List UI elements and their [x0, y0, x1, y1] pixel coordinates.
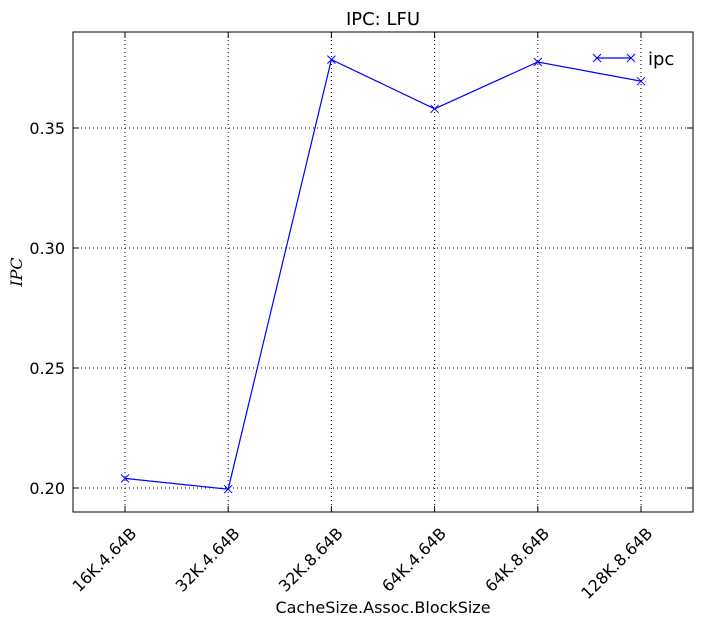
legend: ipc: [593, 49, 674, 70]
x-tick-label: 16K.4.64B: [69, 524, 141, 596]
x-tick-label: 32K.8.64B: [275, 524, 347, 596]
plot-area-frame: [73, 32, 693, 512]
x-tick-label: 64K.8.64B: [481, 524, 553, 596]
axis-ticks: 16K.4.64B 32K.4.64B 32K.8.64B 64K.4.64B 64K.…: [29, 32, 693, 603]
x-axis-label: CacheSize.Assoc.BlockSize: [275, 598, 490, 617]
x-tick-label: 128K.8.64B: [577, 524, 656, 603]
grid-lines: [73, 32, 693, 512]
axes: [73, 32, 693, 512]
y-tick-label: 0.35: [29, 119, 65, 138]
series-ipc: [121, 56, 645, 494]
x-tick-label: 32K.4.64B: [172, 524, 244, 596]
series-line-ipc: [125, 60, 641, 490]
legend-label: ipc: [648, 49, 674, 70]
y-axis-label: IPC: [7, 257, 26, 287]
chart-title: IPC: LFU: [346, 9, 420, 30]
x-tick-label: 64K.4.64B: [378, 524, 450, 596]
y-tick-label: 0.30: [29, 239, 65, 258]
y-tick-label: 0.25: [29, 359, 65, 378]
y-tick-label: 0.20: [29, 479, 65, 498]
data-point-marker: [431, 105, 439, 113]
